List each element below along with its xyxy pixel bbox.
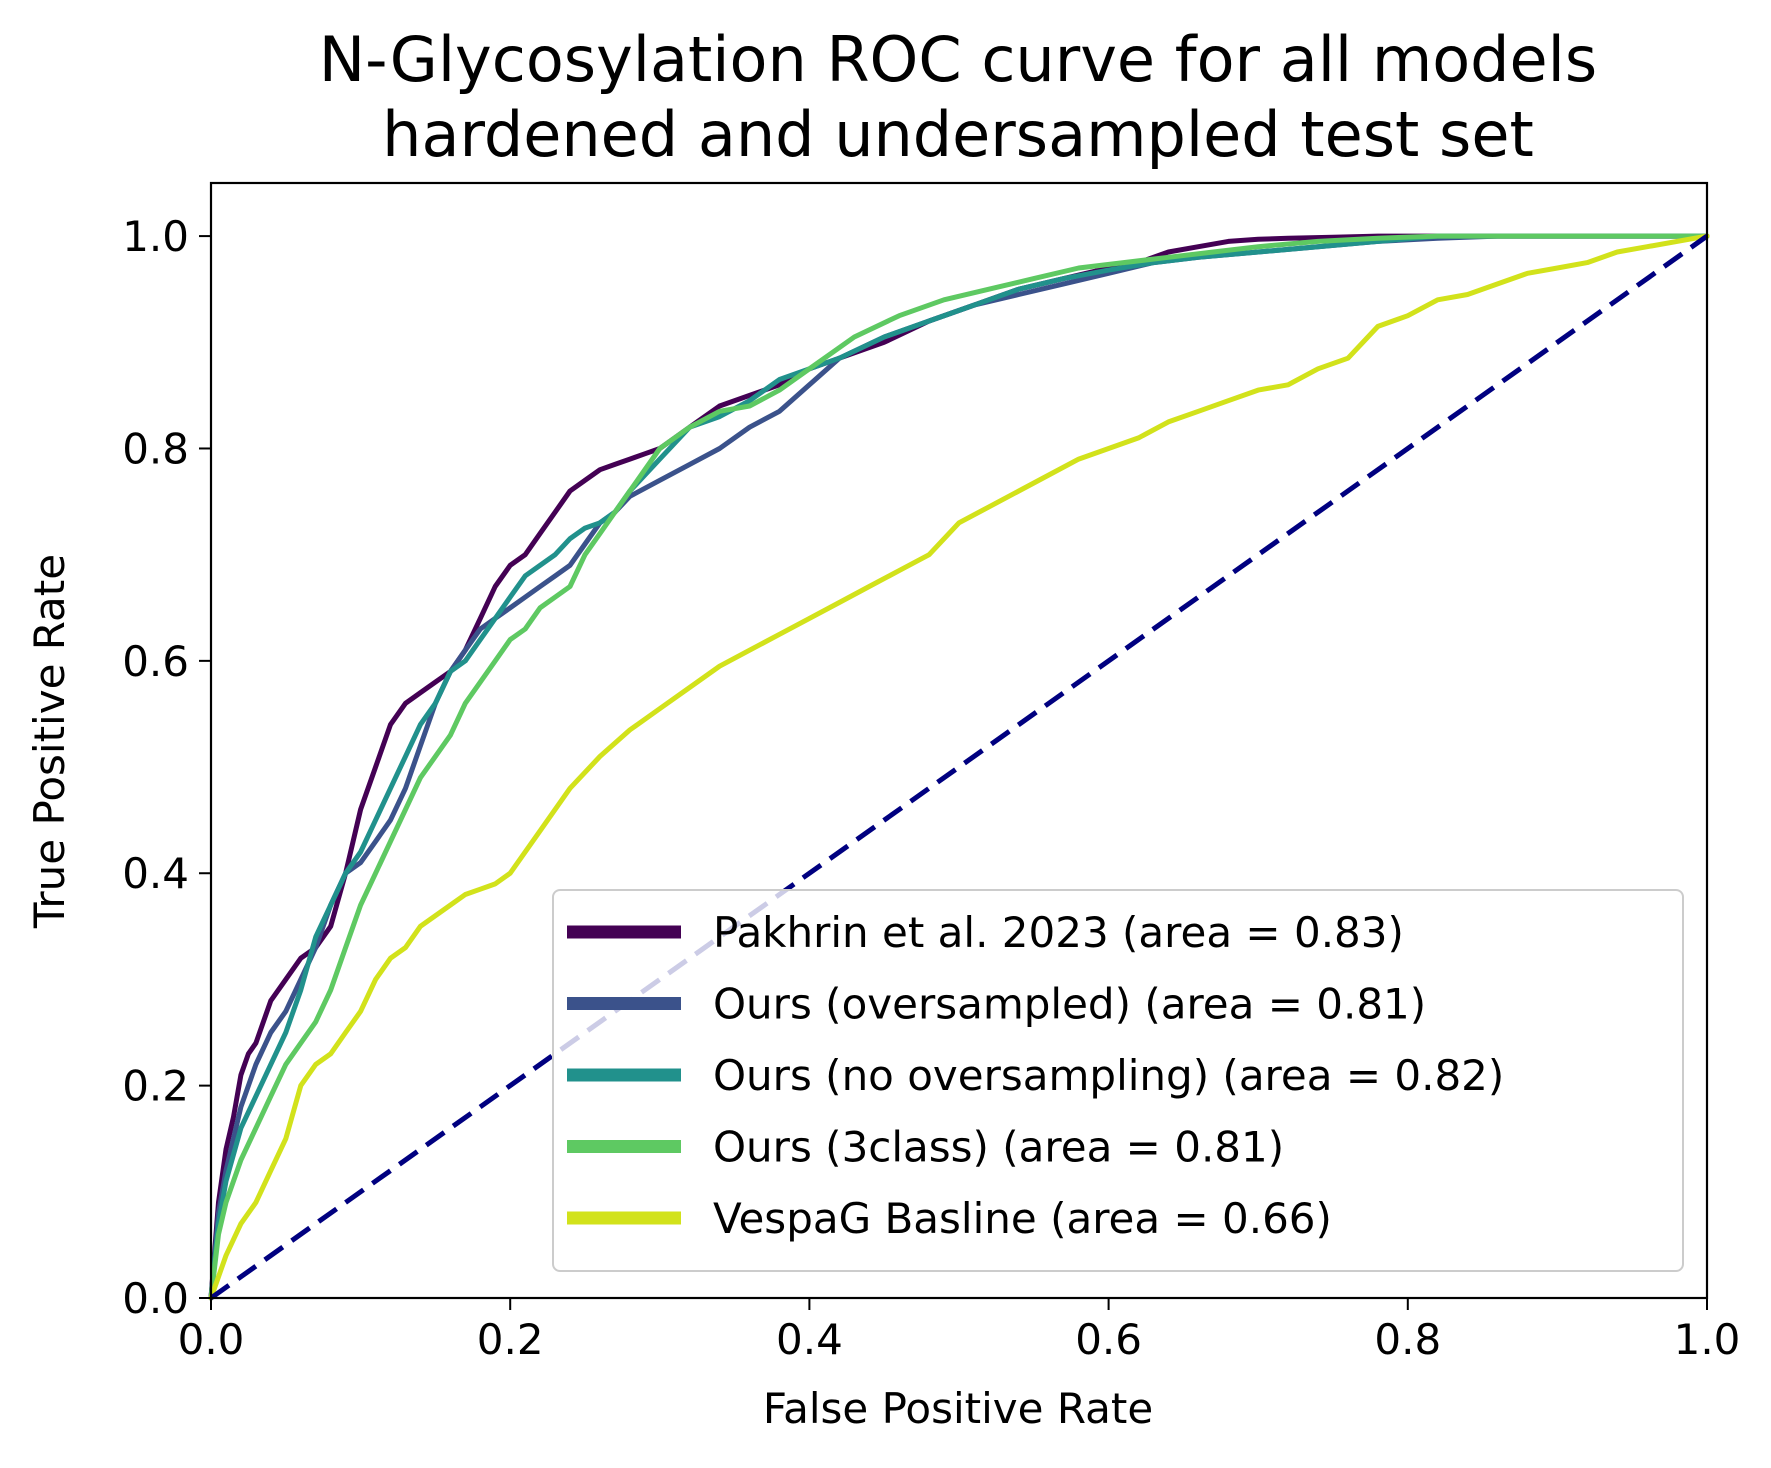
y-axis-label: True Positive Rate	[25, 554, 74, 929]
x-axis-ticks: 0.0 0.2 0.4 0.6 0.8 1.0	[178, 1298, 1741, 1364]
series-line-3	[208, 233, 1710, 1301]
legend-label-5: VespaG Basline (area = 0.66)	[713, 1194, 1332, 1243]
y-tick-label: 0.8	[122, 424, 189, 473]
series-layer	[208, 233, 1710, 1301]
legend-items: Pakhrin et al. 2023 (area = 0.83) Ours (o…	[567, 908, 1504, 1243]
legend-box	[552, 889, 1684, 1272]
y-tick-label: 0.2	[122, 1062, 189, 1111]
legend-label-4: Ours (3class) (area = 0.81)	[713, 1123, 1284, 1172]
reference-layer	[209, 234, 1709, 1301]
y-tick-label: 1.0	[122, 212, 189, 261]
series-line-5	[208, 233, 1710, 1301]
y-tick-label: 0.6	[122, 637, 189, 686]
series-line-2	[208, 233, 1710, 1301]
legend-label-3: Ours (no oversampling) (area = 0.82)	[713, 1051, 1504, 1100]
series-line-1	[208, 233, 1710, 1301]
chart-title-line-2: hardened and undersampled test set	[382, 98, 1534, 171]
legend-label-2: Ours (oversampled) (area = 0.81)	[713, 980, 1426, 1029]
legend-label-1: Pakhrin et al. 2023 (area = 0.83)	[713, 908, 1404, 957]
x-tick-label: 0.4	[776, 1315, 843, 1364]
x-tick-label: 0.6	[1075, 1315, 1142, 1364]
x-tick-label: 0.8	[1374, 1315, 1441, 1364]
legend: Pakhrin et al. 2023 (area = 0.83) Ours (o…	[552, 889, 1684, 1272]
y-tick-label: 0.4	[122, 849, 189, 898]
chart-title-line-1: N-Glycosylation ROC curve for all models	[319, 23, 1597, 96]
plot-frame	[209, 181, 1709, 1300]
x-axis-label: False Positive Rate	[763, 1384, 1153, 1433]
y-axis-ticks: 0.0 0.2 0.4 0.6 0.8 1.0	[122, 212, 211, 1323]
x-tick-label: 0.2	[477, 1315, 544, 1364]
x-tick-label: 1.0	[1674, 1315, 1741, 1364]
y-tick-label: 0.0	[122, 1274, 189, 1323]
series-line-4	[208, 233, 1710, 1301]
chance-diagonal-line	[209, 234, 1709, 1301]
x-tick-label: 0.0	[178, 1315, 245, 1364]
